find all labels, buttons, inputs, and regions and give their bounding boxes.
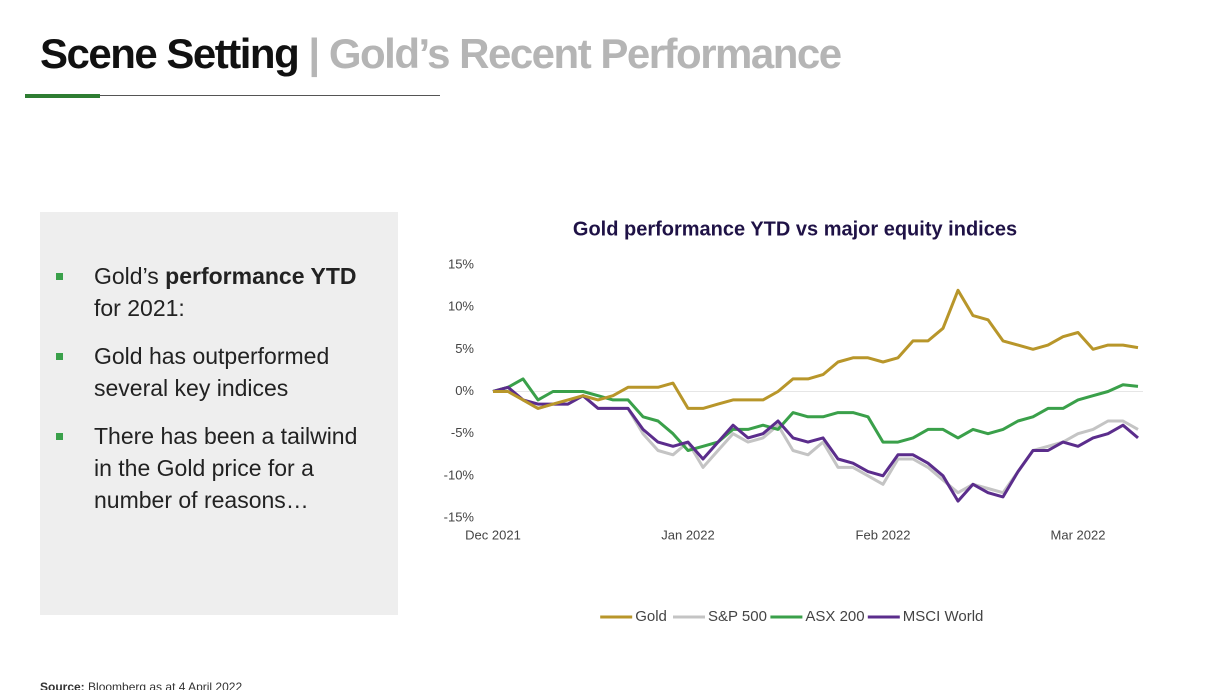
series-line: [492, 385, 1139, 503]
y-tick-label: 5%: [455, 341, 474, 356]
legend-label: Gold: [635, 608, 667, 625]
title-sub: | Gold’s Recent Performance: [308, 30, 842, 77]
x-tick-label: Dec 2021: [465, 527, 521, 542]
bullet-panel: Gold’s performance YTD for 2021: Gold has…: [40, 212, 398, 615]
y-tick-label: -10%: [444, 467, 475, 482]
bullet-text: performance YTD: [165, 263, 357, 289]
legend-label: ASX 200: [805, 608, 864, 625]
title-main: Scene Setting: [40, 30, 300, 77]
source-label: Source:: [40, 680, 85, 690]
x-tick-label: Mar 2022: [1051, 527, 1106, 542]
series-line: [493, 288, 1139, 410]
legend-label: S&P 500: [708, 608, 767, 625]
y-tick-label: 0%: [455, 383, 474, 398]
source-text: Bloomberg as at 4 April 2022: [84, 680, 243, 690]
bullet: There has been a tailwind in the Gold pr…: [56, 420, 378, 516]
title-rule: [100, 95, 440, 96]
bullet-list: Gold’s performance YTD for 2021: Gold has…: [40, 212, 398, 516]
slide-title: Scene Setting | Gold’s Recent Performanc…: [40, 30, 842, 78]
y-tick-label: -15%: [444, 509, 475, 524]
chart-title: Gold performance YTD vs major equity ind…: [573, 218, 1017, 240]
y-tick-label: 10%: [448, 299, 474, 314]
y-tick-label: 15%: [448, 256, 474, 271]
legend-label: MSCI World: [903, 608, 984, 625]
bullet-text: for 2021:: [94, 295, 185, 321]
x-tick-label: Feb 2022: [856, 527, 911, 542]
series-line: [492, 377, 1139, 452]
bullet: Gold has outperformed several key indice…: [56, 340, 378, 404]
source-note: Source: Bloomberg as at 4 April 2022: [40, 680, 242, 690]
x-tick-label: Jan 2022: [661, 527, 715, 542]
y-tick-label: -5%: [451, 425, 475, 440]
bullet-text: Gold’s: [94, 263, 166, 289]
title-accent: [25, 94, 100, 98]
bullet-text: There has been a tailwind in the Gold pr…: [94, 423, 358, 513]
bullet: Gold’s performance YTD for 2021:: [56, 260, 378, 324]
bullet-text: Gold has outperformed several key indice…: [94, 343, 330, 401]
